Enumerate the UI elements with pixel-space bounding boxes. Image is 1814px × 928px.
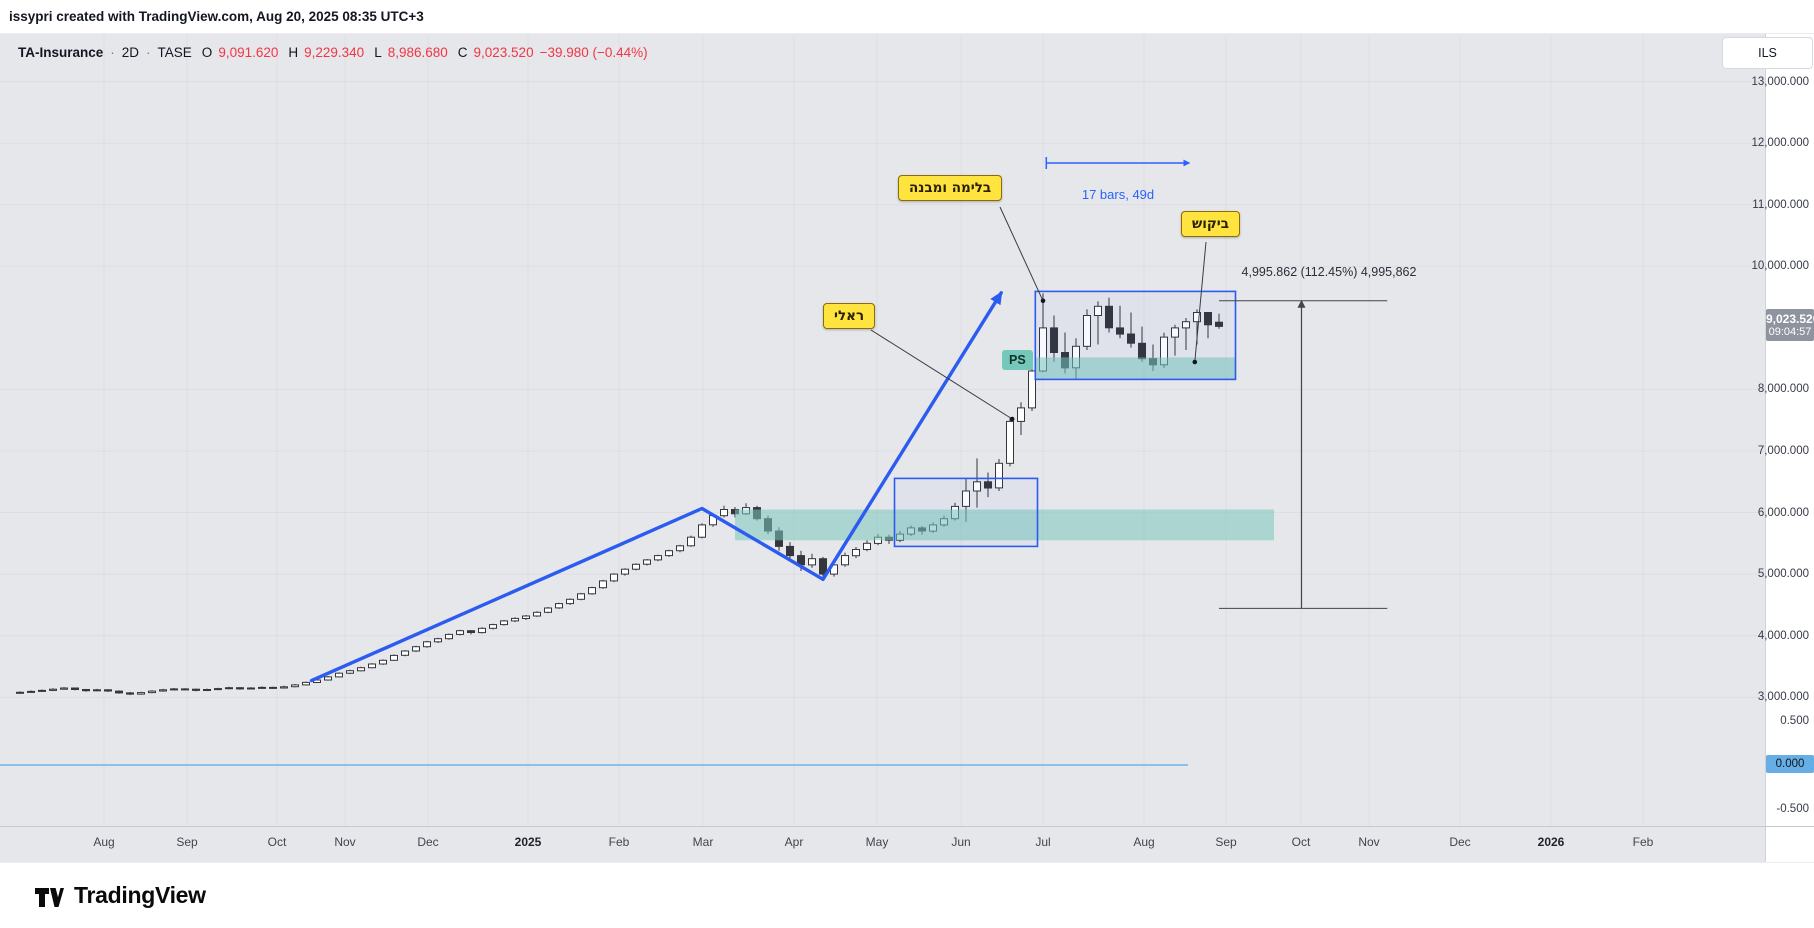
last-price-badge: 9,023.520 09:04:57 [1766, 309, 1814, 342]
time-axis-label: Oct [267, 835, 287, 849]
time-axis-label: Nov [1358, 835, 1380, 849]
price-axis-label: 7,000.000 [1757, 445, 1809, 457]
attribution-bar: issypri created with TradingView.com, Au… [0, 0, 1814, 34]
bar-countdown: 09:04:57 [1768, 326, 1812, 339]
price-chart-canvas[interactable] [0, 0, 1765, 862]
legend-separator: · [146, 45, 151, 60]
close-label: C [457, 45, 468, 60]
price-axis-label: 3,000.000 [1757, 691, 1809, 704]
open-value: 9,091.620 [218, 45, 279, 60]
time-axis-label: Jun [951, 835, 971, 849]
time-axis-label: 2026 [1537, 835, 1565, 849]
time-axis-label: Feb [608, 835, 630, 849]
price-axis-label: 10,000.000 [1751, 260, 1809, 273]
time-axis-label: 2025 [514, 835, 542, 849]
time-axis-label: Nov [334, 835, 356, 849]
price-axis-label: 5,000.000 [1757, 568, 1809, 581]
time-axis-label: May [865, 835, 889, 849]
price-axis-label: 4,000.000 [1757, 629, 1809, 642]
price-range-label: 4,995.862 (112.45%) 4,995,862 [1241, 265, 1417, 279]
time-axis-label: Dec [1449, 835, 1471, 849]
legend-separator: · [110, 45, 115, 60]
timeframe-value[interactable]: 2D [121, 45, 140, 60]
price-axis-label: -0.500 [1776, 803, 1809, 815]
time-axis-label: Aug [93, 835, 115, 849]
time-axis-label: Feb [1632, 835, 1654, 849]
indicator-price-badge: 0.000 [1766, 755, 1814, 773]
tradingview-wordmark[interactable]: TradingView [74, 882, 206, 908]
low-label: L [374, 45, 382, 60]
time-axis-label: Aug [1133, 835, 1155, 849]
high-value: 9,229.340 [304, 45, 365, 60]
note-ps[interactable]: PS [1002, 350, 1033, 370]
date-range-label: 17 bars, 49d [1081, 187, 1155, 202]
attribution-text: issypri created with TradingView.com, Au… [9, 9, 424, 24]
price-axis-label: 6,000.000 [1757, 506, 1809, 519]
time-axis-label: Sep [176, 835, 198, 849]
open-label: O [201, 45, 213, 60]
price-axis-label: 12,000.000 [1751, 137, 1809, 150]
time-axis[interactable]: Aug Sep Oct Nov Dec 2025 Feb Mar Apr May Jun Jul Aug… [0, 826, 1765, 862]
price-axis-label: 8,000.000 [1757, 383, 1809, 396]
time-axis-label: Sep [1215, 835, 1237, 849]
note-rally[interactable]: ראלי [823, 303, 876, 329]
last-price-value: 9,023.520 [1766, 312, 1814, 327]
low-value: 8,986.680 [387, 45, 448, 60]
symbol-legend: TA-Insurance · 2D · TASE O 9,091.620 H 9,2… [18, 45, 648, 60]
time-axis-label: Apr [784, 835, 804, 849]
tradingview-logo-icon[interactable] [34, 884, 64, 908]
exchange-name: TASE [157, 45, 192, 60]
time-axis-label: Mar [692, 835, 714, 849]
price-axis-label: 13,000.000 [1751, 75, 1809, 88]
time-axis-label: Dec [417, 835, 439, 849]
price-axis[interactable]: 9,023.520 09:04:57 0.000 13,000.000 12,00… [1751, 34, 1814, 862]
note-demand[interactable]: ביקוש [1181, 211, 1241, 237]
price-axis-label: 0.500 [1780, 714, 1809, 727]
time-axis-label: Jul [1035, 835, 1051, 849]
high-label: H [288, 45, 299, 60]
change-value: −39.980 (−0.44%) [539, 45, 648, 60]
symbol-name[interactable]: TA-Insurance [18, 45, 104, 60]
price-axis-label: 11,000.000 [1752, 198, 1809, 211]
close-value: 9,023.520 [473, 45, 534, 60]
time-axis-label: Oct [1291, 835, 1311, 849]
footer-bar: TradingView [0, 862, 1814, 928]
time-axis-separator [0, 826, 1814, 827]
note-stop-and-structure[interactable]: בלימה ומבנה [898, 175, 1003, 201]
currency-toggle-button[interactable]: ILS [1722, 37, 1813, 69]
